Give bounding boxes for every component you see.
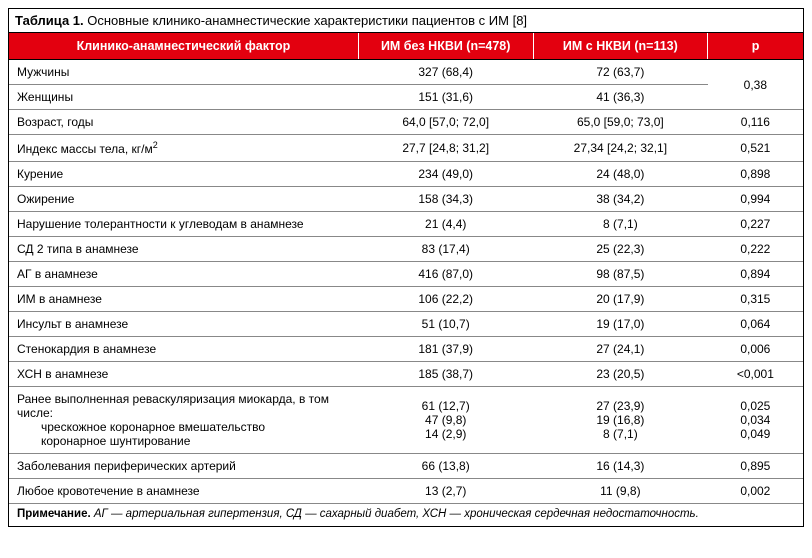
table-row: Курение234 (49,0)24 (48,0)0,898 <box>9 162 803 187</box>
cell-factor: Ожирение <box>9 187 358 212</box>
cell-g1: 106 (22,2) <box>358 287 533 312</box>
cell-g2: 27 (23,9)19 (16,8)8 (7,1) <box>533 387 708 454</box>
cell-g1: 21 (4,4) <box>358 212 533 237</box>
cell-g1: 234 (49,0) <box>358 162 533 187</box>
cell-factor: Возраст, годы <box>9 110 358 135</box>
note-text: АГ — артериальная гипертензия, СД — саха… <box>91 508 699 520</box>
cell-p: 0,315 <box>708 287 803 312</box>
caption-bold: Таблица 1. <box>15 13 84 28</box>
cell-p: 0,222 <box>708 237 803 262</box>
cell-factor: ИМ в анамнезе <box>9 287 358 312</box>
cell-g1: 416 (87,0) <box>358 262 533 287</box>
clinical-table-container: Таблица 1. Основные клинико-анамнестичес… <box>8 8 804 527</box>
cell-factor: Курение <box>9 162 358 187</box>
cell-g2: 27,34 [24,2; 32,1] <box>533 135 708 162</box>
col-p: p <box>708 33 803 60</box>
cell-g2: 8 (7,1) <box>533 212 708 237</box>
cell-p: 0,116 <box>708 110 803 135</box>
cell-g1: 13 (2,7) <box>358 479 533 504</box>
table-row: СД 2 типа в анамнезе83 (17,4)25 (22,3)0,… <box>9 237 803 262</box>
table-row: Ожирение158 (34,3)38 (34,2)0,994 <box>9 187 803 212</box>
clinical-table: Клинико-анамнестический фактор ИМ без НК… <box>9 32 803 503</box>
cell-g2: 23 (20,5) <box>533 362 708 387</box>
table-caption: Таблица 1. Основные клинико-анамнестичес… <box>9 9 803 32</box>
cell-p: 0,894 <box>708 262 803 287</box>
cell-p: 0,0250,0340,049 <box>708 387 803 454</box>
cell-g1: 151 (31,6) <box>358 85 533 110</box>
cell-factor: СД 2 типа в анамнезе <box>9 237 358 262</box>
cell-p: 0,38 <box>708 60 803 110</box>
table-row: Инсульт в анамнезе51 (10,7)19 (17,0)0,06… <box>9 312 803 337</box>
col-g2: ИМ с НКВИ (n=113) <box>533 33 708 60</box>
cell-g2: 38 (34,2) <box>533 187 708 212</box>
cell-p: 0,002 <box>708 479 803 504</box>
cell-g1: 83 (17,4) <box>358 237 533 262</box>
table-row: Индекс массы тела, кг/м227,7 [24,8; 31,2… <box>9 135 803 162</box>
cell-g2: 16 (14,3) <box>533 454 708 479</box>
table-row: Заболевания периферических артерий66 (13… <box>9 454 803 479</box>
col-factor: Клинико-анамнестический фактор <box>9 33 358 60</box>
col-g1: ИМ без НКВИ (n=478) <box>358 33 533 60</box>
cell-p: 0,994 <box>708 187 803 212</box>
cell-factor: АГ в анамнезе <box>9 262 358 287</box>
table-row: Женщины151 (31,6)41 (36,3) <box>9 85 803 110</box>
cell-g1: 27,7 [24,8; 31,2] <box>358 135 533 162</box>
table-row: Возраст, годы64,0 [57,0; 72,0]65,0 [59,0… <box>9 110 803 135</box>
table-row: Ранее выполненная реваскуляризация миока… <box>9 387 803 454</box>
table-row: Любое кровотечение в анамнезе13 (2,7)11 … <box>9 479 803 504</box>
cell-g1: 64,0 [57,0; 72,0] <box>358 110 533 135</box>
cell-p: 0,227 <box>708 212 803 237</box>
cell-factor: Нарушение толерантности к углеводам в ан… <box>9 212 358 237</box>
cell-g1: 61 (12,7)47 (9,8)14 (2,9) <box>358 387 533 454</box>
cell-factor: Любое кровотечение в анамнезе <box>9 479 358 504</box>
cell-g2: 20 (17,9) <box>533 287 708 312</box>
cell-g2: 41 (36,3) <box>533 85 708 110</box>
cell-g2: 25 (22,3) <box>533 237 708 262</box>
cell-g2: 11 (9,8) <box>533 479 708 504</box>
cell-g2: 19 (17,0) <box>533 312 708 337</box>
cell-p: 0,898 <box>708 162 803 187</box>
cell-g1: 158 (34,3) <box>358 187 533 212</box>
cell-g1: 66 (13,8) <box>358 454 533 479</box>
table-row: ИМ в анамнезе106 (22,2)20 (17,9)0,315 <box>9 287 803 312</box>
cell-factor: Ранее выполненная реваскуляризация миока… <box>9 387 358 454</box>
cell-p: 0,521 <box>708 135 803 162</box>
cell-factor: Стенокардия в анамнезе <box>9 337 358 362</box>
cell-factor: Женщины <box>9 85 358 110</box>
header-row: Клинико-анамнестический фактор ИМ без НК… <box>9 33 803 60</box>
cell-g1: 185 (38,7) <box>358 362 533 387</box>
cell-factor: Заболевания периферических артерий <box>9 454 358 479</box>
note-bold: Примечание. <box>17 508 91 520</box>
table-row: АГ в анамнезе416 (87,0)98 (87,5)0,894 <box>9 262 803 287</box>
cell-g1: 327 (68,4) <box>358 60 533 85</box>
cell-p: <0,001 <box>708 362 803 387</box>
caption-text: Основные клинико-анамнестические характе… <box>84 13 527 28</box>
table-note: Примечание. АГ — артериальная гипертензи… <box>9 503 803 526</box>
cell-factor: ХСН в анамнезе <box>9 362 358 387</box>
cell-g2: 72 (63,7) <box>533 60 708 85</box>
table-row: Нарушение толерантности к углеводам в ан… <box>9 212 803 237</box>
cell-p: 0,895 <box>708 454 803 479</box>
cell-g1: 181 (37,9) <box>358 337 533 362</box>
table-body: Мужчины327 (68,4)72 (63,7)0,38Женщины151… <box>9 60 803 504</box>
cell-g2: 65,0 [59,0; 73,0] <box>533 110 708 135</box>
table-row: Мужчины327 (68,4)72 (63,7)0,38 <box>9 60 803 85</box>
table-row: Стенокардия в анамнезе181 (37,9)27 (24,1… <box>9 337 803 362</box>
cell-factor: Мужчины <box>9 60 358 85</box>
cell-g1: 51 (10,7) <box>358 312 533 337</box>
cell-g2: 24 (48,0) <box>533 162 708 187</box>
cell-g2: 27 (24,1) <box>533 337 708 362</box>
cell-factor: Инсульт в анамнезе <box>9 312 358 337</box>
cell-p: 0,064 <box>708 312 803 337</box>
table-row: ХСН в анамнезе185 (38,7)23 (20,5)<0,001 <box>9 362 803 387</box>
cell-factor: Индекс массы тела, кг/м2 <box>9 135 358 162</box>
cell-g2: 98 (87,5) <box>533 262 708 287</box>
cell-p: 0,006 <box>708 337 803 362</box>
